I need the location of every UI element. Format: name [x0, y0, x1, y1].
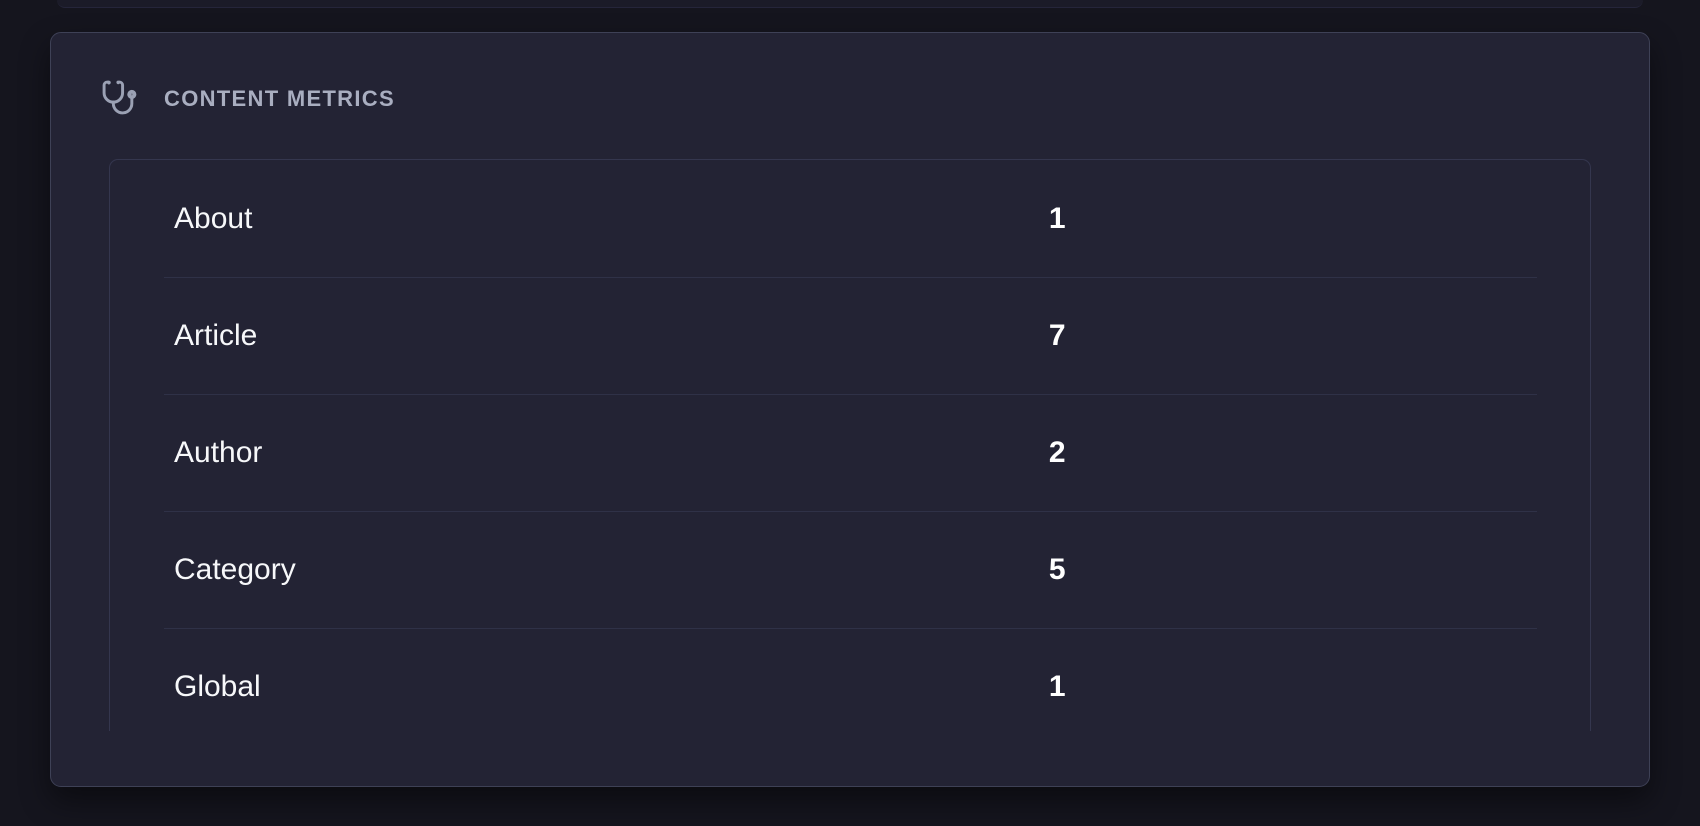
metric-value: 1: [1048, 669, 1066, 703]
metric-value: 2: [1048, 435, 1066, 469]
previous-card-bottom-edge: [57, 0, 1643, 8]
metric-label: Author: [174, 435, 263, 469]
metric-value: 1: [1048, 201, 1066, 235]
table-row: Global 1: [110, 628, 1590, 731]
metric-label: About: [174, 201, 253, 235]
widget-header: CONTENT METRICS: [101, 79, 395, 116]
metric-label: Article: [174, 318, 258, 352]
table-row: About 1: [110, 160, 1590, 277]
table-row: Category 5: [110, 511, 1590, 628]
content-metrics-widget: CONTENT METRICS About 1 Article 7 Author…: [50, 32, 1650, 787]
metric-label: Global: [174, 669, 261, 703]
table-row: Article 7: [110, 277, 1590, 394]
stethoscope-icon: [101, 79, 138, 116]
metric-value: 7: [1048, 318, 1066, 352]
metrics-table: About 1 Article 7 Author 2 Category 5 Gl…: [109, 159, 1591, 731]
metric-value: 5: [1048, 552, 1066, 586]
metric-label: Category: [174, 552, 296, 586]
table-row: Author 2: [110, 394, 1590, 511]
widget-title: CONTENT METRICS: [164, 86, 395, 111]
metrics-table-viewport: About 1 Article 7 Author 2 Category 5 Gl…: [109, 159, 1591, 731]
